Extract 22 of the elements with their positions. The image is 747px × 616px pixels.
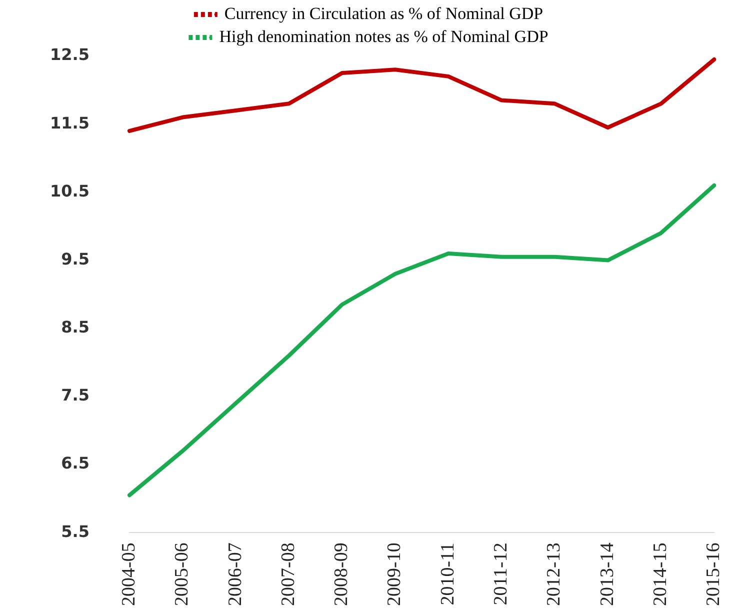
y-tick-label: 10.5 bbox=[50, 181, 90, 200]
x-tick-label: 2005-06 bbox=[172, 542, 193, 606]
x-tick-label: 2004-05 bbox=[118, 542, 140, 606]
x-tick-label: 2010-11 bbox=[437, 542, 458, 606]
y-tick-label: 7.5 bbox=[61, 386, 90, 405]
x-tick-label: 2008-09 bbox=[331, 542, 352, 606]
y-tick-label: 11.5 bbox=[50, 113, 90, 132]
x-tick-label: 2011-12 bbox=[490, 542, 512, 606]
x-tick-label: 2006-07 bbox=[224, 542, 246, 606]
x-tick-label: 2013-14 bbox=[596, 542, 618, 606]
y-tick-label: 9.5 bbox=[61, 249, 90, 268]
x-tick-label: 2007-08 bbox=[278, 542, 299, 606]
y-tick-label: 5.5 bbox=[61, 522, 90, 541]
y-tick-label: 8.5 bbox=[61, 318, 90, 337]
legend-label: High denomination notes as % of Nominal GDP bbox=[219, 26, 548, 46]
legend-label: Currency in Circulation as % of Nominal GDP bbox=[224, 4, 544, 23]
x-tick-label: 2012-13 bbox=[544, 542, 565, 606]
y-tick-label: 12.5 bbox=[50, 45, 90, 64]
x-tick-label: 2009-10 bbox=[384, 542, 406, 606]
y-tick-label: 6.5 bbox=[61, 454, 90, 473]
x-tick-label: 2015-16 bbox=[703, 542, 724, 606]
x-tick-label: 2014-15 bbox=[650, 542, 672, 606]
